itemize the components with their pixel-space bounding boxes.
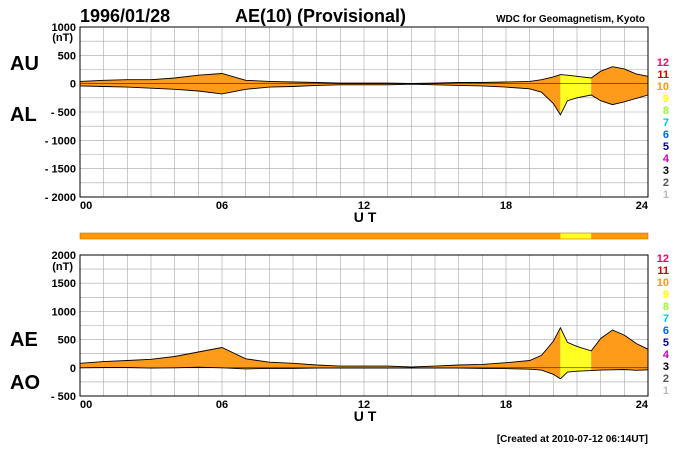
y-tick-label: 0 [70,79,76,91]
x-tick-label: 18 [500,399,512,411]
station-count-bar [79,232,649,240]
legend-entry: 6 [663,325,669,337]
x-tick-label: 00 [80,399,92,411]
ao-label: AO [10,372,40,394]
x-tick-label: 12 [358,200,370,212]
legend-entry: 3 [663,361,669,373]
al-label: AL [10,104,37,126]
legend-entry: 12 [657,253,669,265]
source-label: WDC for Geomagnetism, Kyoto [496,14,645,25]
legend-entry: 7 [663,117,669,129]
station-bar-segment [80,233,561,239]
legend-entry: 8 [663,301,669,313]
legend-entry: 3 [663,165,669,177]
y-tick-label: - 500 [51,107,76,119]
legend-entry: 10 [657,277,669,289]
legend-entry: 12 [657,57,669,69]
au-series-line [79,66,649,84]
y-tick-label: 500 [58,50,76,62]
legend-entry: 5 [663,337,669,349]
series-lines [79,66,649,116]
y-tick-label: - 1500 [45,164,76,176]
legend-entry: 6 [663,129,669,141]
y-tick-label: 500 [58,335,76,347]
station-bar-segment [591,233,648,239]
x-tick-label: 12 [358,399,370,411]
legend-entry: 4 [663,349,670,361]
legend-entry: 7 [663,313,669,325]
ao-series-line [79,366,649,380]
area-segment [80,327,561,379]
created-label: [Created at 2010-07-12 06:14UT] [497,434,648,445]
y-tick-label: 1500 [52,278,76,290]
ae-label: AE [10,329,38,351]
y-tick-label: 0 [70,363,76,375]
plot-frame [79,26,649,198]
station-bar-frame [79,232,649,240]
y-tick-label: 1000 [52,306,76,318]
au-label: AU [10,53,39,75]
index-title: AE(10) (Provisional) [235,6,406,26]
y-tick-label: - 1000 [45,135,76,147]
legend-entry: 11 [657,265,669,277]
x-axis-label: U T [354,209,377,225]
series-lines [79,326,649,380]
legend-entry: 1 [663,385,669,397]
x-tick-label: 00 [80,200,92,212]
x-tick-label: 06 [216,200,228,212]
y-tick-labels: 1000 500 0 - 500 - 1000 - 1500 - 2000 [45,22,76,204]
y-tick-label: 1000 [52,22,76,34]
area-segment [591,330,648,371]
x-tick-label: 18 [500,200,512,212]
y-tick-label: - 2000 [45,192,76,204]
legend-entry: 4 [663,153,670,165]
y-tick-label: 2000 [52,250,76,262]
date-title: 1996/01/28 [80,6,170,26]
x-tick-label: 24 [636,399,649,411]
legend-entry: 2 [663,373,669,385]
x-axis-label: U T [354,408,377,424]
legend-entry: 1 [663,189,669,201]
legend-entry: 11 [657,69,669,81]
x-tick-label: 06 [216,399,228,411]
legend-entry: 2 [663,177,669,189]
legend-entry: 9 [663,93,669,105]
y-unit-label: (nT) [52,261,73,273]
ae-ao-plot: 2000 1500 1000 500 0 - 500 00 06 12 18 24 (nT) U … [51,250,649,424]
y-tick-label: - 500 [51,391,76,403]
area-segment [591,66,648,105]
station-bar-segment [560,233,592,239]
y-tick-labels: 2000 1500 1000 500 0 - 500 [51,250,76,403]
area-segment [560,74,592,115]
al-series-line [79,83,649,116]
legend-entry: 9 [663,289,669,301]
ae-series-line [79,326,649,368]
plot-frame [79,254,649,397]
legend-entry: 10 [657,81,669,93]
x-tick-labels: 00 06 12 18 24 [80,399,649,411]
legend-entry: 5 [663,141,669,153]
x-tick-label: 24 [636,200,649,212]
area-segment [560,327,592,379]
au-al-plot: 1000 500 0 - 500 - 1000 - 1500 - 2000 00 06 12 18… [45,22,649,225]
y-unit-label: (nT) [52,32,73,44]
x-tick-labels: 00 06 12 18 24 [80,200,649,212]
grid [79,26,649,198]
legend-entry: 8 [663,105,669,117]
